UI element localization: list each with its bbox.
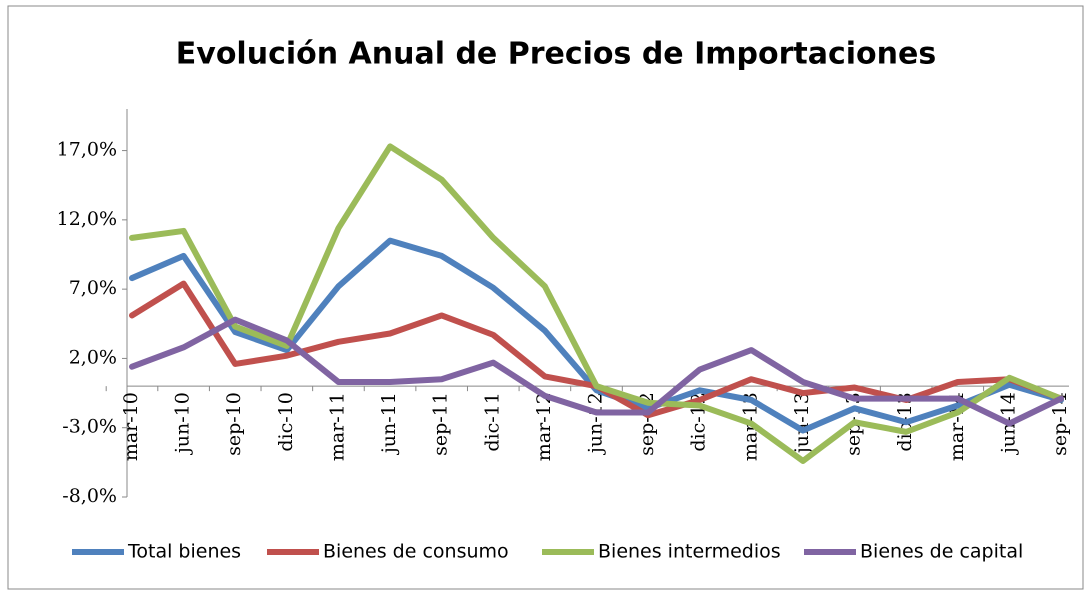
x-tick-label: sep-14 xyxy=(1049,392,1071,456)
x-tick-label: jun-10 xyxy=(172,392,194,455)
legend-label: Bienes intermedios xyxy=(598,541,781,563)
x-tick-label: sep-11 xyxy=(430,392,452,456)
x-tick-label: dic-10 xyxy=(275,392,297,451)
y-tick-label: -3,0% xyxy=(62,416,117,438)
legend-label: Bienes de capital xyxy=(860,541,1023,563)
x-tick-label: jun-11 xyxy=(378,392,400,455)
chart-frame xyxy=(7,5,1084,590)
x-tick-label: mar-12 xyxy=(533,392,555,461)
series-line xyxy=(129,316,1064,427)
x-tick-label: mar-11 xyxy=(326,392,348,461)
y-tick-label: 7,0% xyxy=(69,277,117,299)
y-tick-label: -8,0% xyxy=(62,485,117,507)
y-tick-label: 12,0% xyxy=(57,208,117,230)
series-line xyxy=(129,143,1064,464)
x-tick-label: jun-12 xyxy=(585,392,607,455)
x-tick-label: mar-10 xyxy=(120,392,142,461)
y-tick-label: 2,0% xyxy=(69,346,117,368)
legend-label: Bienes de consumo xyxy=(323,541,509,563)
chart-title: Evolución Anual de Precios de Importacio… xyxy=(176,37,936,72)
x-tick-label: dic-11 xyxy=(481,392,503,451)
x-tick-label: mar-13 xyxy=(739,392,761,461)
y-tick-label: 17,0% xyxy=(57,139,117,161)
x-tick-label: jun-13 xyxy=(791,392,813,455)
x-tick-label: sep-10 xyxy=(223,392,245,456)
series-line xyxy=(129,237,1064,434)
legend-label: Total bienes xyxy=(127,541,241,563)
